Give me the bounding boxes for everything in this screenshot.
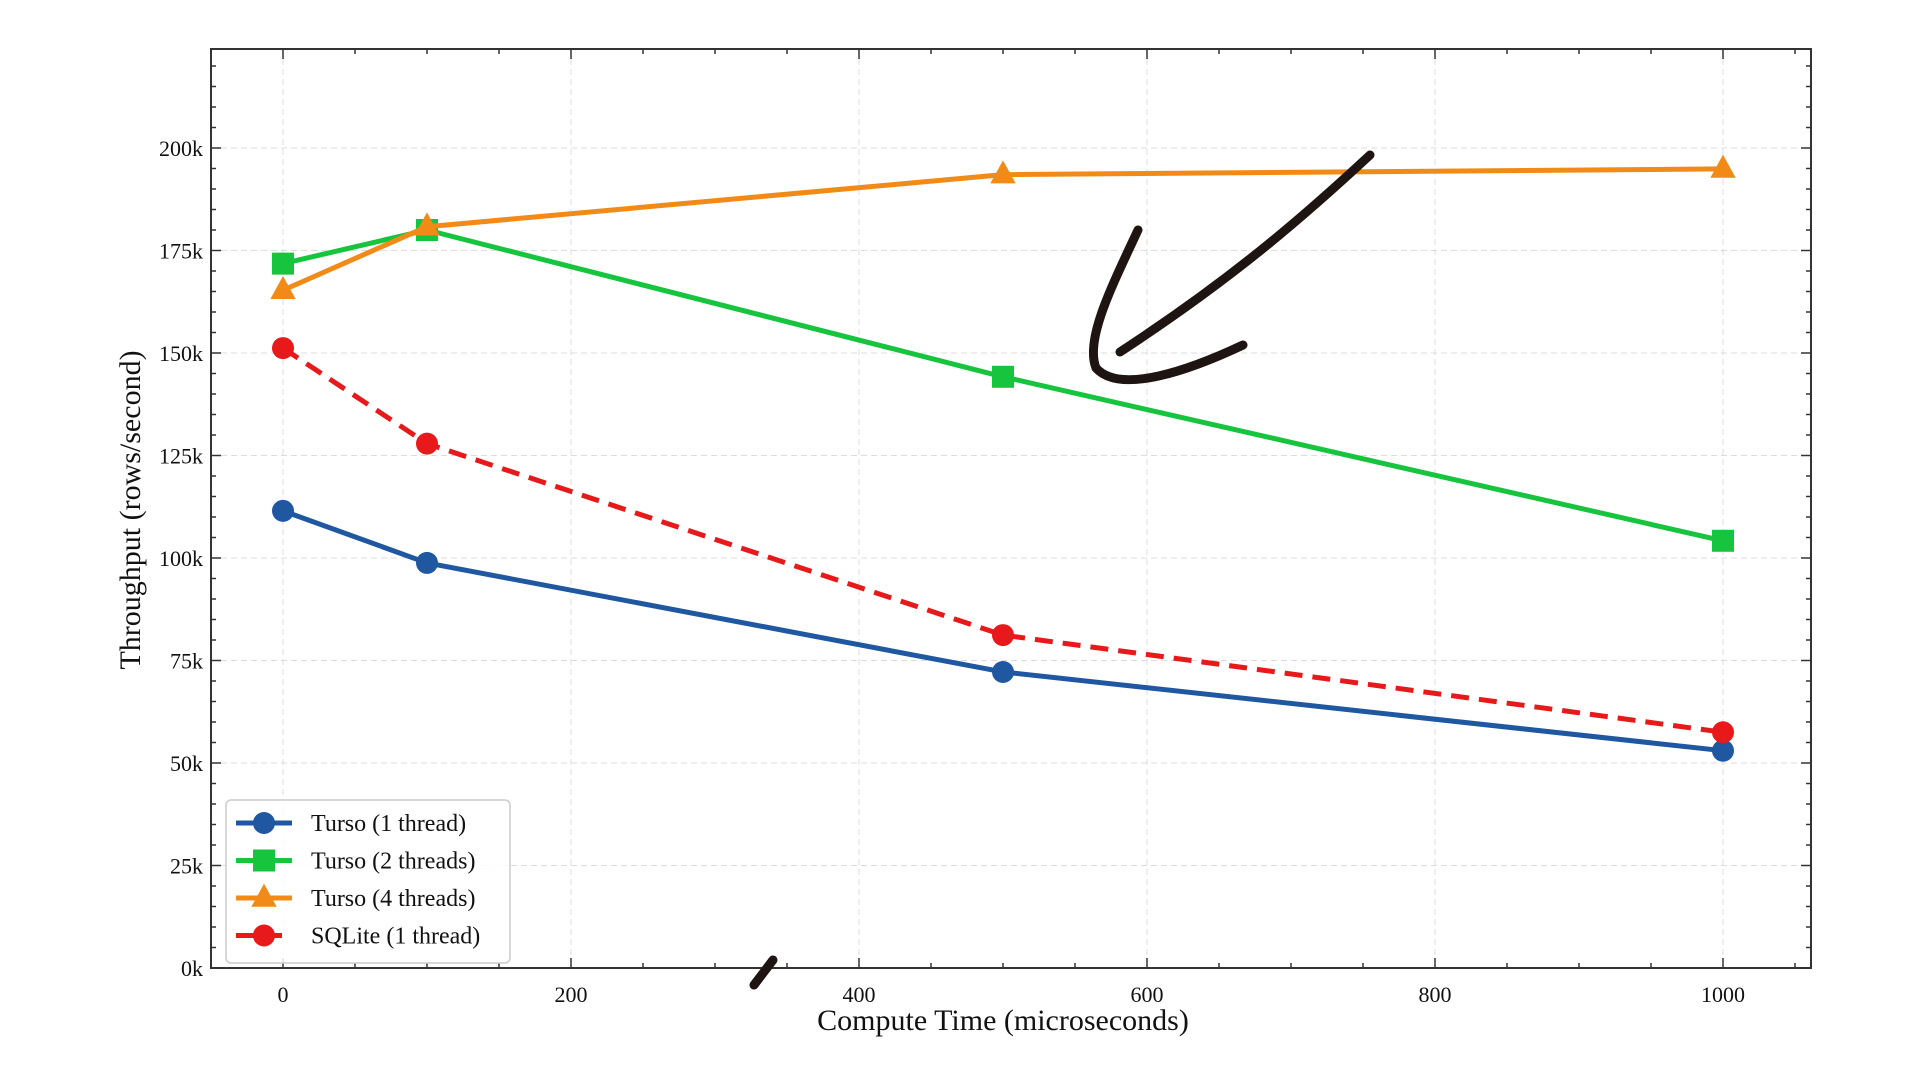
legend-item: Turso (4 threads) <box>236 883 475 912</box>
x-tick-label: 600 <box>1131 982 1164 1007</box>
legend-label: Turso (1 thread) <box>311 811 466 837</box>
series-turso-2-threads <box>272 219 1734 552</box>
series-sqlite-1-thread <box>272 337 1734 744</box>
arrow-head-stroke <box>1088 225 1248 385</box>
square-marker <box>272 252 294 275</box>
arrow-shaft-stroke <box>1115 150 1375 357</box>
y-tick-label: 175k <box>159 239 203 264</box>
circle-marker <box>253 812 275 834</box>
triangle-marker <box>251 883 277 907</box>
y-tick-label: 25k <box>170 854 203 879</box>
circle-marker <box>416 551 438 574</box>
y-tick-label: 200k <box>159 136 203 161</box>
triangle-marker <box>270 275 296 300</box>
series-turso-4-threads <box>270 154 1736 300</box>
series-line <box>281 166 1724 293</box>
series-line <box>281 345 1724 735</box>
x-axis-label: Compute Time (microseconds) <box>817 1004 1189 1037</box>
y-tick-label: 0k <box>181 956 203 981</box>
legend-label: Turso (2 threads) <box>311 849 475 875</box>
circle-marker <box>272 337 294 360</box>
axis-ticks <box>210 49 1811 969</box>
circle-marker <box>272 499 294 522</box>
x-tick-labels: 0 200 400 600 800 1000 <box>278 982 1746 1007</box>
series-layer <box>270 154 1736 762</box>
y-tick-label: 150k <box>159 341 203 366</box>
triangle-marker <box>414 212 440 236</box>
circle-marker <box>992 660 1014 683</box>
y-tick-label: 125k <box>159 444 203 469</box>
legend-item: Turso (2 threads) <box>236 849 475 875</box>
y-axis-label: Throughput (rows/second) <box>114 350 147 669</box>
y-tick-label: 50k <box>170 751 203 776</box>
square-marker <box>992 365 1014 388</box>
legend-label: SQLite (1 thread) <box>311 924 480 950</box>
x-tick-label: 1000 <box>1701 982 1745 1007</box>
y-tick-label: 75k <box>170 649 203 674</box>
square-marker <box>253 849 275 872</box>
hand-drawn-arrow-annotation <box>1088 150 1375 385</box>
plot-frame <box>210 48 1812 969</box>
circle-marker <box>992 624 1014 647</box>
legend-item: SQLite (1 thread) <box>236 924 480 950</box>
legend-item: Turso (1 thread) <box>236 811 466 837</box>
circle-marker <box>1712 721 1734 744</box>
legend-label: Turso (4 threads) <box>311 886 475 912</box>
x-tick-label: 800 <box>1419 982 1452 1007</box>
series-line <box>282 508 1724 754</box>
x-tick-label: 200 <box>555 982 588 1007</box>
x-tick-label: 0 <box>278 982 289 1007</box>
y-tick-labels: 0k 25k 50k 75k 100k 125k 150k 175k 200k <box>159 136 203 981</box>
circle-marker <box>1712 739 1734 762</box>
legend: Turso (1 thread) Turso (2 threads) Turso (… <box>225 799 511 964</box>
circle-marker <box>416 432 438 455</box>
square-marker <box>1712 529 1734 552</box>
hand-drawn-stroke-mark <box>749 955 778 990</box>
y-tick-label: 100k <box>159 546 203 571</box>
circle-marker <box>253 924 275 947</box>
triangle-marker <box>1710 154 1736 178</box>
series-turso-1-thread <box>272 499 1734 762</box>
x-tick-label: 400 <box>843 982 876 1007</box>
triangle-marker <box>990 160 1016 184</box>
legend-box <box>225 799 511 964</box>
series-line <box>282 227 1724 544</box>
